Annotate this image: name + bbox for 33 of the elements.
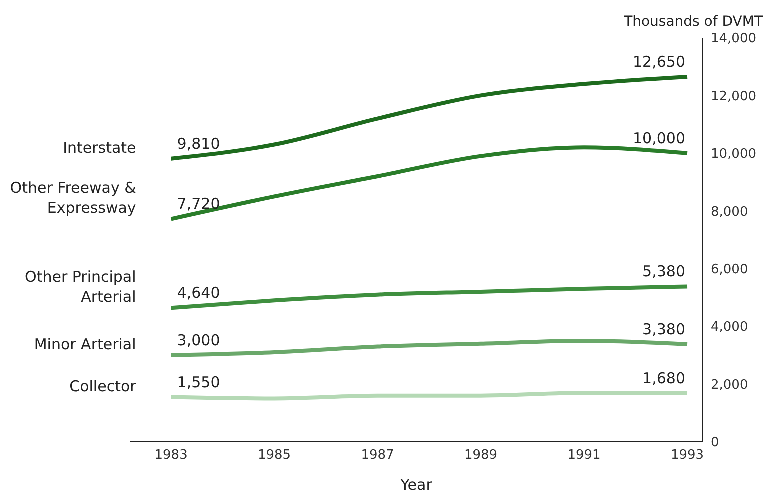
data-label: 1,680	[642, 370, 686, 388]
data-label: 7,720	[177, 195, 220, 214]
y-tick-label: 12,000	[711, 89, 756, 104]
y-tick-label: 2,000	[711, 378, 748, 393]
x-tick-label: 1991	[568, 448, 601, 464]
data-label: 4,640	[177, 284, 220, 302]
line-series	[169, 284, 690, 310]
text: Minor Arterial	[34, 335, 136, 354]
x-tick-label: 1989	[464, 448, 498, 464]
data-label: 12,650	[633, 52, 686, 71]
data-label: 1,550	[177, 373, 220, 392]
text: Interstate	[63, 138, 136, 157]
x-tick-label: 1983	[154, 448, 188, 464]
text: Other Freeway & Expressway	[10, 179, 137, 218]
y-tick-label: 14,000	[711, 32, 756, 47]
line-series	[169, 74, 690, 161]
data-label: 3,380	[642, 320, 686, 338]
data-label: 3,000	[177, 331, 220, 350]
y-tick-label: 0	[711, 436, 720, 451]
x-tick-label: 1985	[258, 448, 292, 464]
x-tick-label: 1993	[670, 448, 704, 464]
y-tick-label: 8,000	[711, 204, 748, 220]
text: Other Principal Arterial	[25, 268, 136, 306]
y-axis-title: Thousands of DVMT	[624, 14, 763, 30]
data-label: 9,810	[177, 134, 220, 153]
text: Collector	[70, 377, 138, 396]
data-label: 10,000	[633, 129, 686, 148]
x-tick-label: 1987	[361, 448, 394, 464]
y-tick-label: 4,000	[711, 320, 748, 336]
y-tick-label: 6,000	[711, 262, 748, 278]
x-axis-title: Year	[400, 476, 434, 494]
y-tick-label: 10,000	[711, 147, 756, 162]
data-label: 5,380	[642, 262, 686, 281]
